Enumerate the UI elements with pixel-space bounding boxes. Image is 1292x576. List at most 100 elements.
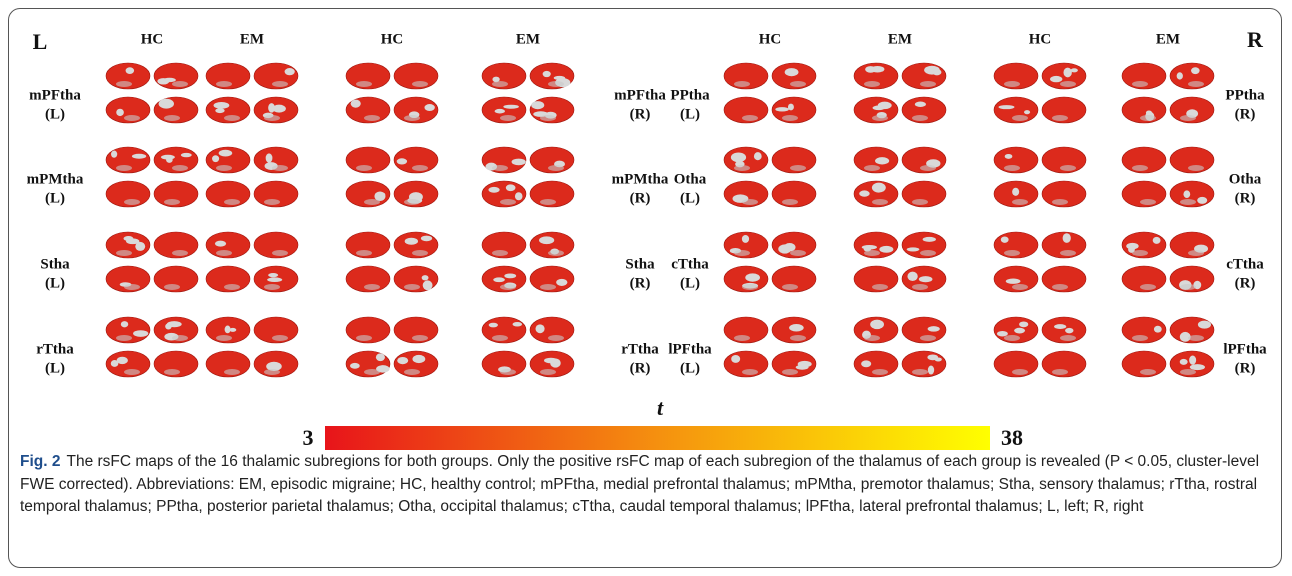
brain-sulcus xyxy=(264,369,280,375)
brain-sulcus xyxy=(116,165,132,171)
brain-sulcus xyxy=(548,81,564,87)
caption-label: Fig. 2 xyxy=(20,453,60,470)
brain-sulcus xyxy=(264,284,280,290)
brain-spot xyxy=(531,101,544,109)
brain-spot xyxy=(165,323,172,329)
row-label: rTtha xyxy=(36,341,74,357)
brain-sulcus xyxy=(1140,115,1156,121)
row-label: mPMtha xyxy=(27,171,84,187)
brain-sulcus xyxy=(1188,81,1204,87)
brain-sulcus xyxy=(540,369,556,375)
brain-sulcus xyxy=(172,165,188,171)
brain-spot xyxy=(1063,233,1071,243)
brain-sulcus xyxy=(912,199,928,205)
brain-sulcus xyxy=(500,199,516,205)
brain-spot xyxy=(788,104,794,111)
brain-spot xyxy=(861,360,871,367)
brain-sulcus xyxy=(216,81,232,87)
brain-sulcus xyxy=(1060,335,1076,341)
brain-sulcus xyxy=(872,284,888,290)
brain-sulcus xyxy=(1132,165,1148,171)
row-label: (L) xyxy=(45,106,65,122)
brain-sulcus xyxy=(742,115,758,121)
group-header: HC xyxy=(759,31,782,47)
brain-sulcus xyxy=(364,199,380,205)
brain-sulcus xyxy=(912,369,928,375)
brain-spot xyxy=(1153,237,1161,244)
brain-spot xyxy=(161,155,175,160)
brain-sulcus xyxy=(164,115,180,121)
brain-sulcus xyxy=(872,199,888,205)
brain-sulcus xyxy=(216,250,232,256)
brain-spot xyxy=(126,67,134,74)
brain-spot xyxy=(919,276,933,282)
brain-spot xyxy=(928,366,934,375)
brain-spot xyxy=(742,235,749,243)
brain-spot xyxy=(539,236,554,244)
brain-sulcus xyxy=(492,81,508,87)
brain-spot xyxy=(550,358,561,367)
brain-spot xyxy=(495,109,505,114)
brain-spot xyxy=(285,68,295,75)
brain-spot xyxy=(798,361,812,368)
brain-spot xyxy=(556,279,567,286)
brain-spot xyxy=(488,187,499,193)
brain-sulcus xyxy=(734,335,750,341)
brain-sulcus xyxy=(1132,250,1148,256)
brain-spot xyxy=(117,357,128,364)
brain-sulcus xyxy=(356,81,372,87)
colorbar xyxy=(325,426,990,450)
brain-spot xyxy=(784,243,796,252)
brain-spot xyxy=(1005,154,1013,159)
brain-sulcus xyxy=(790,81,806,87)
brain-sulcus xyxy=(492,335,508,341)
brain-sulcus xyxy=(790,165,806,171)
brain-sulcus xyxy=(1012,115,1028,121)
brain-sulcus xyxy=(224,115,240,121)
brain-sulcus xyxy=(164,199,180,205)
brain-sulcus xyxy=(1012,199,1028,205)
side-label: L xyxy=(33,29,48,54)
brain-sulcus xyxy=(920,335,936,341)
brain-sulcus xyxy=(920,165,936,171)
brain-spot xyxy=(543,71,551,77)
brain-sulcus xyxy=(734,250,750,256)
brain-sulcus xyxy=(216,335,232,341)
brain-sulcus xyxy=(404,284,420,290)
brain-spot xyxy=(1198,321,1211,329)
brain-spot xyxy=(412,355,425,363)
colorbar-min: 3 xyxy=(303,425,314,450)
brain-sulcus xyxy=(912,115,928,121)
row-label: (R) xyxy=(1235,275,1256,291)
brain-spot xyxy=(111,151,117,158)
brain-spot xyxy=(397,357,408,364)
brain-spot xyxy=(1014,328,1025,334)
brain-sulcus xyxy=(164,369,180,375)
brain-sulcus xyxy=(164,284,180,290)
brain-sulcus xyxy=(124,199,140,205)
brain-sulcus xyxy=(742,199,758,205)
brain-spot xyxy=(376,353,385,361)
brain-spot xyxy=(859,190,869,196)
brain-sulcus xyxy=(264,115,280,121)
caption-text: The rsFC maps of the 16 thalamic subregi… xyxy=(20,453,1259,515)
brain-sulcus xyxy=(492,250,508,256)
brain-sulcus xyxy=(1004,250,1020,256)
brain-spot xyxy=(215,241,226,247)
row-label: Stha xyxy=(625,256,655,272)
brain-sulcus xyxy=(264,199,280,205)
row-label: (L) xyxy=(45,190,65,206)
brain-sulcus xyxy=(172,335,188,341)
brain-sulcus xyxy=(1012,284,1028,290)
brain-spot xyxy=(923,237,936,242)
brain-sulcus xyxy=(224,369,240,375)
group-header: HC xyxy=(141,31,164,47)
brain-sulcus xyxy=(782,115,798,121)
brain-sulcus xyxy=(1180,115,1196,121)
group-header: EM xyxy=(516,31,540,47)
brain-sulcus xyxy=(1012,369,1028,375)
group-header: EM xyxy=(1156,31,1180,47)
row-label: (L) xyxy=(680,360,700,376)
brain-spot xyxy=(1071,68,1078,72)
